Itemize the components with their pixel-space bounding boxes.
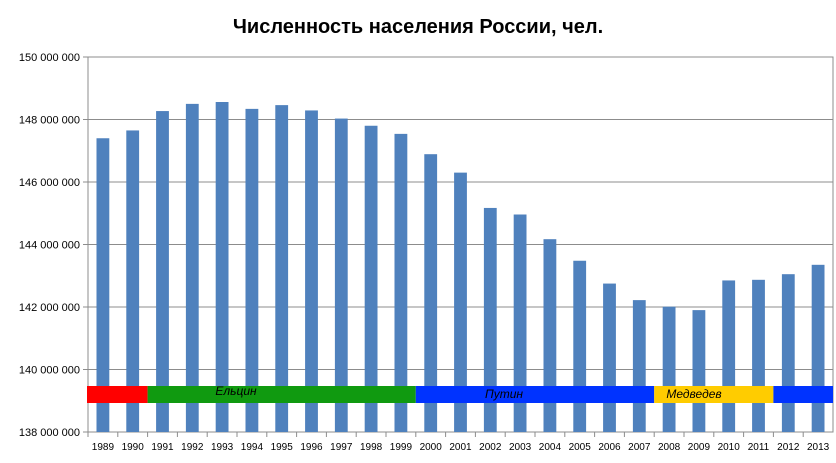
bar-1992	[185, 103, 199, 432]
x-tick-label: 2005	[569, 442, 592, 453]
x-tick-label: 2002	[479, 442, 502, 453]
period-band-segment	[415, 386, 655, 403]
bar-1991	[156, 111, 169, 432]
bar-2010	[722, 280, 736, 432]
y-tick-label: 148 000 000	[19, 115, 80, 127]
period-band-segment	[654, 386, 774, 403]
x-tick-label: 2010	[718, 442, 741, 453]
period-label: Медведев	[666, 387, 721, 401]
y-tick-label: 144 000 000	[19, 240, 80, 252]
bar-1999	[394, 133, 408, 432]
x-tick-label: 2012	[777, 442, 800, 453]
bar-2002	[483, 207, 497, 432]
y-tick-label: 150 000 000	[19, 52, 80, 64]
y-tick-label: 142 000 000	[19, 302, 80, 314]
x-tick-label: 2003	[509, 442, 532, 453]
bar-1990	[126, 130, 140, 432]
bar-2007	[632, 300, 646, 432]
x-tick-label: 1993	[211, 442, 234, 453]
x-tick-label: 2008	[658, 442, 681, 453]
bar-2012	[781, 274, 795, 432]
x-tick-label: 1992	[181, 442, 204, 453]
x-tick-label: 2000	[420, 442, 443, 453]
bar-2000	[424, 154, 438, 432]
x-tick-label: 1991	[151, 442, 174, 453]
x-tick-label: 2013	[807, 442, 830, 453]
x-tick-label: 1995	[271, 442, 294, 453]
period-band-segment	[147, 386, 416, 403]
chart-title: Численность населения России, чел.	[232, 16, 604, 38]
bar-1995	[275, 105, 289, 432]
period-label: Ельцин	[215, 384, 257, 398]
bar-2001	[454, 172, 467, 432]
bar-1997	[334, 118, 348, 432]
x-tick-label: 1990	[122, 442, 145, 453]
x-tick-label: 1998	[360, 442, 383, 453]
period-band-segment	[773, 386, 833, 403]
bar-1998	[364, 125, 378, 432]
bar-1989	[96, 138, 110, 432]
bar-1994	[245, 108, 259, 432]
x-tick-label: 2007	[628, 442, 651, 453]
bar-2005	[573, 260, 587, 432]
x-tick-label: 2009	[688, 442, 711, 453]
bar-2003	[513, 214, 527, 432]
bar-1993	[215, 102, 229, 432]
x-tick-label: 2001	[449, 442, 472, 453]
y-tick-label: 138 000 000	[19, 427, 80, 439]
period-label: Путин	[485, 387, 523, 401]
bar-2004	[543, 239, 557, 432]
bar-2006	[603, 283, 616, 432]
x-tick-label: 1994	[241, 442, 264, 453]
y-tick-label: 146 000 000	[19, 177, 80, 189]
x-tick-label: 1989	[92, 442, 115, 453]
bar-2013	[811, 264, 825, 432]
x-tick-label: 1997	[330, 442, 353, 453]
period-band-segment	[87, 386, 148, 403]
x-tick-label: 1996	[300, 442, 323, 453]
y-tick-label: 140 000 000	[19, 365, 80, 377]
bar-2011	[752, 279, 765, 432]
bar-2008	[662, 306, 676, 432]
bar-1996	[305, 110, 318, 432]
x-tick-label: 2006	[598, 442, 621, 453]
bar-2009	[692, 310, 706, 432]
x-tick-label: 1999	[390, 442, 413, 453]
x-tick-label: 2004	[539, 442, 562, 453]
x-tick-label: 2011	[748, 442, 770, 453]
